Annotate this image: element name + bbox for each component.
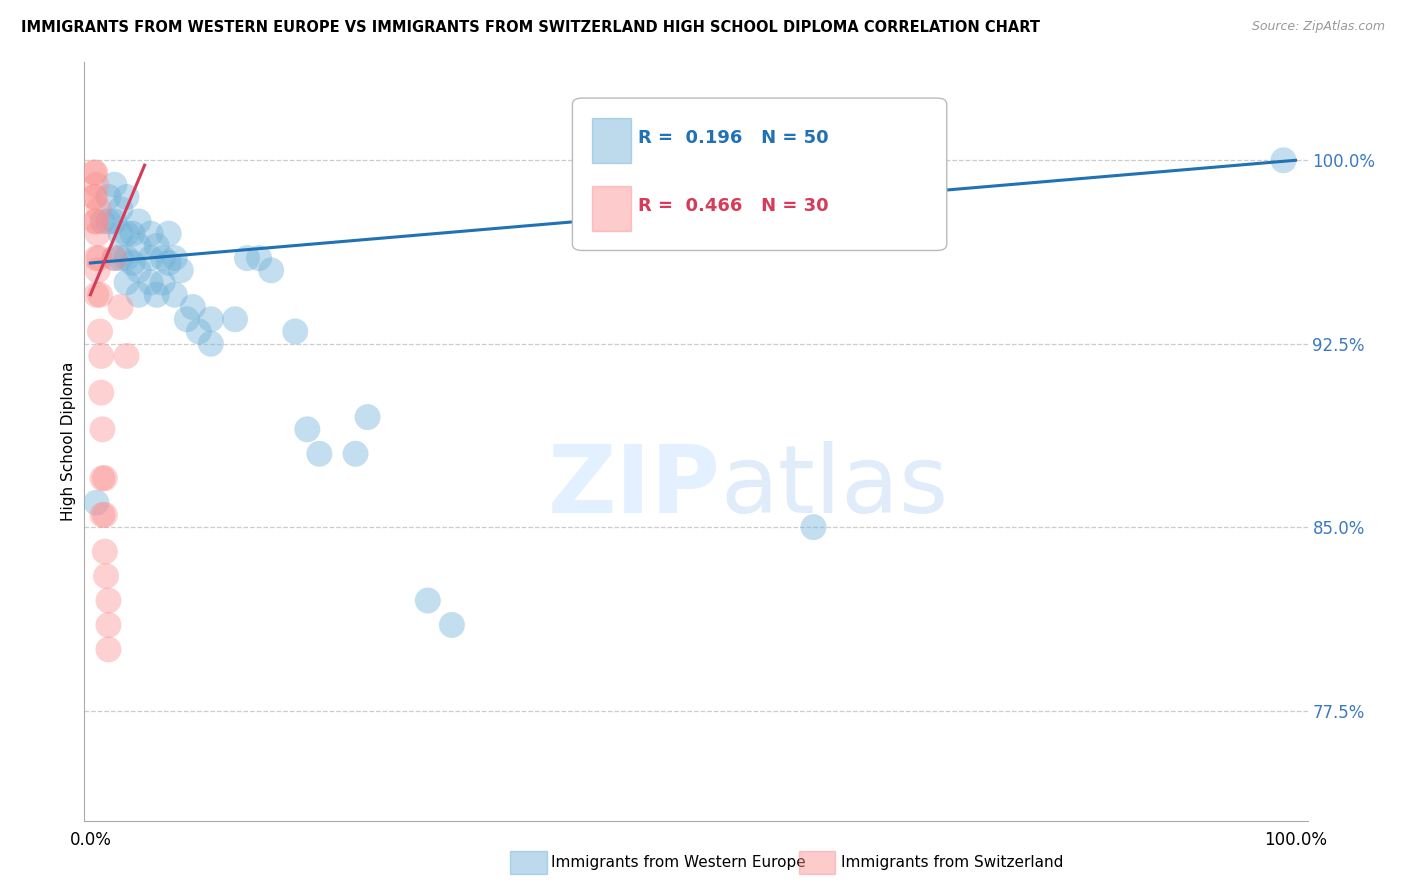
Point [416,593,439,607]
Point [139,276,162,290]
Point [110,227,132,241]
Point [97,642,120,657]
Point [1272,153,1295,168]
Point [115,190,138,204]
Point [157,256,180,270]
Point [115,349,138,363]
Point [115,251,138,265]
Point [103,251,125,265]
Point [128,239,150,253]
Point [91,214,114,228]
Point [284,325,307,339]
Point [97,618,120,632]
Text: ZIP: ZIP [547,441,720,533]
Point [86,496,108,510]
Point [86,287,108,301]
Point [260,263,283,277]
Point [440,618,463,632]
Point [94,471,117,485]
Point [224,312,246,326]
Point [86,214,108,228]
Point [91,422,114,436]
Text: R =  0.196   N = 50: R = 0.196 N = 50 [638,129,830,147]
Point [83,190,105,204]
Point [94,569,117,583]
Point [181,300,204,314]
Point [90,385,112,400]
FancyBboxPatch shape [572,98,946,251]
Point [139,227,162,241]
Point [163,251,186,265]
Text: Immigrants from Western Europe: Immigrants from Western Europe [551,855,806,870]
FancyBboxPatch shape [592,118,631,162]
Point [103,251,125,265]
Point [103,178,125,192]
Point [94,544,117,558]
Text: Immigrants from Switzerland: Immigrants from Switzerland [841,855,1063,870]
Point [86,227,108,241]
Point [145,287,167,301]
Point [170,263,193,277]
Point [103,214,125,228]
Point [86,263,108,277]
Text: Source: ZipAtlas.com: Source: ZipAtlas.com [1251,20,1385,33]
Point [110,251,132,265]
Point [152,251,174,265]
Point [247,251,270,265]
Point [176,312,198,326]
Point [121,227,143,241]
Point [110,202,132,217]
Point [89,325,111,339]
Point [86,178,108,192]
Point [90,349,112,363]
Point [236,251,259,265]
Point [94,508,117,522]
Point [128,263,150,277]
Point [200,312,222,326]
Point [803,520,825,534]
Point [97,214,120,228]
FancyBboxPatch shape [592,186,631,231]
Point [163,287,186,301]
Point [115,227,138,241]
Point [139,251,162,265]
Point [110,300,132,314]
Text: atlas: atlas [720,441,949,533]
Point [121,256,143,270]
Point [145,239,167,253]
Point [200,336,222,351]
Point [84,214,107,228]
Point [86,251,108,265]
Text: IMMIGRANTS FROM WESTERN EUROPE VS IMMIGRANTS FROM SWITZERLAND HIGH SCHOOL DIPLOM: IMMIGRANTS FROM WESTERN EUROPE VS IMMIGR… [21,20,1040,35]
Point [308,447,330,461]
Point [187,325,209,339]
Point [157,227,180,241]
Point [91,508,114,522]
Point [297,422,319,436]
Point [97,190,120,204]
Point [87,202,110,217]
Point [84,165,107,179]
Y-axis label: High School Diploma: High School Diploma [60,362,76,521]
Point [128,287,150,301]
Point [87,251,110,265]
Point [97,593,120,607]
Point [152,276,174,290]
Point [89,287,111,301]
Point [83,165,105,179]
Point [128,214,150,228]
Text: R =  0.466   N = 30: R = 0.466 N = 30 [638,197,830,216]
Point [91,471,114,485]
Point [344,447,367,461]
Point [84,190,107,204]
Point [115,276,138,290]
Point [356,410,378,425]
